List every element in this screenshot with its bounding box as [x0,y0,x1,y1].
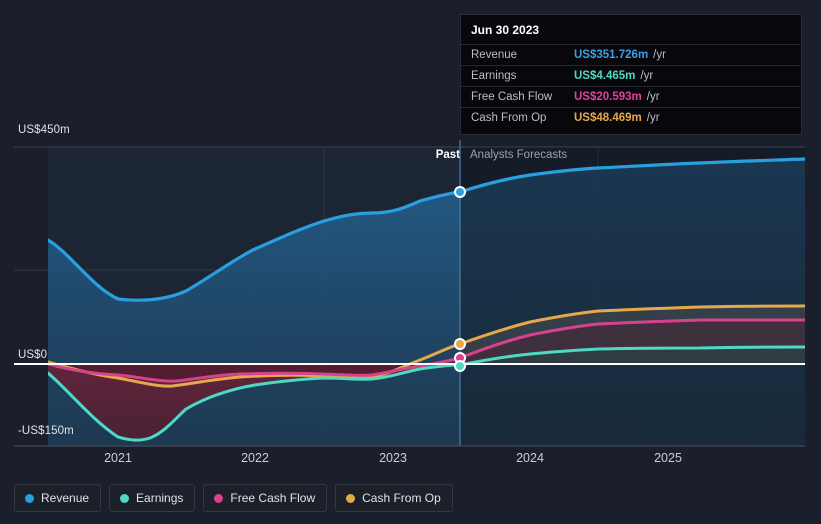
tooltip-unit-cash-from-op: /yr [646,112,660,124]
tooltip-row-revenue: Revenue US$351.726m /yr [461,44,801,65]
y-axis-label-neg150m: -US$150m [18,425,74,437]
legend-item-cash-from-op[interactable]: Cash From Op [335,484,453,512]
tooltip-value-earnings: US$4.465m [574,70,636,82]
legend-label-earnings: Earnings [136,491,184,505]
tooltip-label-free-cash-flow: Free Cash Flow [471,91,553,103]
legend-label-revenue: Revenue [41,491,90,505]
freecashflow-line [48,318,805,383]
tooltip-value-cash-from-op: US$48.469m [574,112,642,124]
revenue-line [48,157,805,302]
x-axis-label-2024: 2024 [516,451,544,465]
earnings-line [48,345,805,442]
x-axis-label-2023: 2023 [379,451,407,465]
tooltip-label-revenue: Revenue [471,49,518,61]
legend-dot-cash-from-op-icon [346,493,356,503]
earnings-positive-fill [460,347,805,365]
marker-revenue[interactable] [454,186,466,198]
legend-item-revenue[interactable]: Revenue [14,484,102,512]
tooltip-row-free-cash-flow: Free Cash Flow US$20.593m /yr [461,86,801,107]
legend-dot-free-cash-flow-icon [214,493,224,503]
y-axis-label-zero: US$0 [18,349,48,361]
legend-label-cash-from-op: Cash From Op [362,491,441,505]
x-axis-label-2025: 2025 [654,451,682,465]
marker-earnings[interactable] [454,360,466,372]
tooltip-label-cash-from-op: Cash From Op [471,112,547,124]
forecast-label: Analysts Forecasts [470,149,568,161]
tooltip-unit-revenue: /yr [653,49,666,61]
revenue-area-forecast [460,159,805,446]
x-axis-label-2022: 2022 [241,451,269,465]
legend-item-free-cash-flow[interactable]: Free Cash Flow [203,484,328,512]
past-label: Past [435,149,460,161]
legend-dot-revenue-icon [25,493,34,503]
data-tooltip: Jun 30 2023 Revenue US$351.726m /yr Earn… [460,14,802,135]
tooltip-unit-free-cash-flow: /yr [646,91,660,103]
chart-svg [14,140,805,447]
tooltip-value-revenue: US$351.726m [574,49,649,61]
y-axis-label-450m: US$450m [18,124,70,136]
plot-area [14,140,805,447]
tooltip-row-cash-from-op: Cash From Op US$48.469m /yr [461,107,801,128]
legend-item-earnings[interactable]: Earnings [109,484,196,512]
tooltip-value-free-cash-flow: US$20.593m [574,91,642,103]
tooltip-unit-earnings: /yr [640,70,654,82]
marker-cash-from-op[interactable] [454,338,466,350]
tooltip-row-earnings: Earnings US$4.465m /yr [461,65,801,86]
legend-dot-earnings-icon [120,493,130,503]
legend-label-free-cash-flow: Free Cash Flow [230,491,316,505]
x-axis-label-2021: 2021 [104,451,132,465]
chart-legend: Revenue Earnings Free Cash Flow Cash Fro… [14,484,453,512]
fcf-negative-fill [48,362,460,382]
tooltip-label-earnings: Earnings [471,70,517,82]
tooltip-date: Jun 30 2023 [471,23,540,37]
